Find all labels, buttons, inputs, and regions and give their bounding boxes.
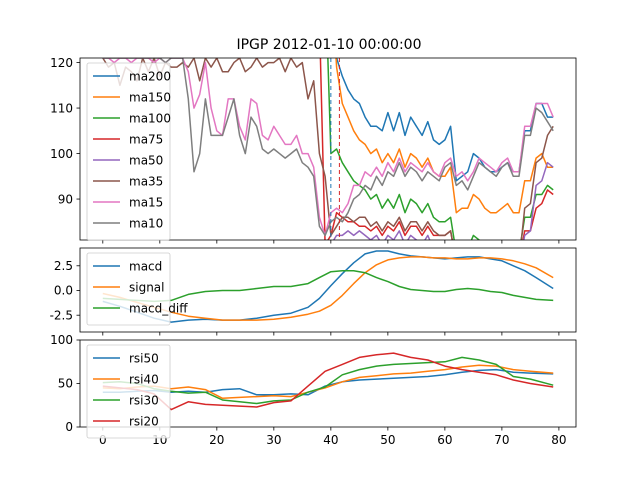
legend-label-macd: macd [129, 260, 162, 274]
series-lines [102, 250, 554, 323]
y-tick-label: 120 [50, 56, 73, 70]
legend: rsi50 rsi40 rsi30 rsi20 [86, 344, 171, 439]
series-line-ma10 [102, 58, 554, 237]
axes-frame [79, 57, 577, 241]
legend-label-ma15: ma15 [129, 196, 163, 210]
legend-label-rsi20: rsi20 [129, 415, 159, 429]
x-tick-label: 0 [99, 433, 107, 447]
x-tick-label: 60 [437, 433, 452, 447]
legend-label-macd_diff: macd_diff [129, 302, 188, 316]
legend-box [86, 252, 171, 326]
series-line-ma35 [102, 58, 554, 240]
legend-box [86, 344, 171, 439]
legend: macd signal macd_diff [86, 252, 188, 326]
legend-label-rsi30: rsi30 [129, 394, 159, 408]
legend-box [86, 62, 171, 241]
y-tick-label: 2.5 [54, 259, 73, 273]
panel-moving-averages: 90100110120ma200ma150ma100ma75ma50ma35ma… [50, 56, 577, 244]
legend-label-signal: signal [129, 281, 165, 295]
x-tick-label: 40 [323, 433, 338, 447]
legend-label-ma200: ma200 [129, 70, 171, 84]
x-tick-label: 30 [266, 433, 281, 447]
y-tick-label: 50 [58, 377, 73, 391]
series-line-ma75 [102, 58, 554, 240]
y-tick-label: 100 [50, 147, 73, 161]
legend-label-ma35: ma35 [129, 175, 163, 189]
x-tick-label: 70 [494, 433, 509, 447]
x-tick-label: 20 [209, 433, 224, 447]
legend-label-ma75: ma75 [129, 133, 163, 147]
legend-label-ma150: ma150 [129, 91, 171, 105]
series-line-ma50 [332, 161, 554, 240]
series-lines [102, 58, 554, 240]
legend: ma200 ma150 ma100 ma75 ma50 ma35 ma15 ma10 [86, 62, 171, 241]
x-tick-label: 50 [380, 433, 395, 447]
chart-title: IPGP 2012-01-10 00:00:00 [236, 37, 421, 53]
series-line-rsi30 [102, 356, 554, 405]
y-tick-label: 0.0 [54, 284, 73, 298]
y-tick-label: 90 [58, 192, 73, 206]
series-lines [102, 352, 554, 411]
legend-label-ma50: ma50 [129, 154, 163, 168]
y-tick-label: -2.5 [50, 308, 73, 322]
y-tick-label: 110 [50, 101, 73, 115]
axes-frame [79, 247, 577, 333]
y-tick-label: 0 [65, 420, 73, 434]
series-line-ma15 [102, 58, 554, 237]
legend-label-rsi40: rsi40 [129, 373, 159, 387]
x-tick-label: 80 [551, 433, 566, 447]
panel-macd: 2.5 0.0 -2.5 macd signal macd_diff [50, 247, 577, 336]
y-tick-label: 100 [50, 333, 73, 347]
series-line-rsi20 [102, 352, 554, 411]
legend-label-ma100: ma100 [129, 112, 171, 126]
series-line-signal [102, 256, 554, 321]
series-line-ma100 [327, 58, 554, 240]
legend-label-rsi50: rsi50 [129, 352, 159, 366]
series-line-rsi40 [102, 364, 554, 400]
series-line-macd_diff [102, 269, 554, 303]
subplots: 90100110120ma200ma150ma100ma75ma50ma35ma… [50, 56, 577, 447]
legend-label-ma10: ma10 [129, 217, 163, 231]
